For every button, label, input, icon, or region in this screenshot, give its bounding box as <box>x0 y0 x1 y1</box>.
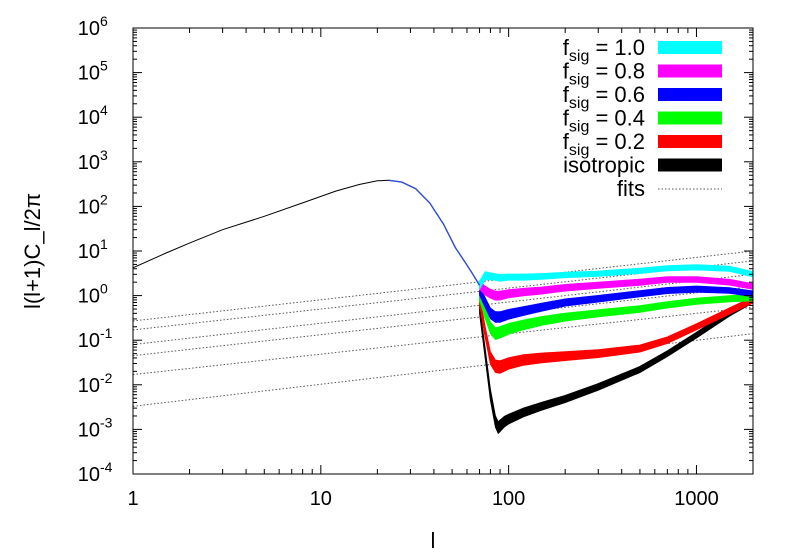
series-band-isotropic <box>479 296 753 435</box>
y-tick-exponent: 3 <box>100 147 108 163</box>
y-tick-label: 10 <box>78 419 100 441</box>
legend-label-main: f <box>563 82 570 107</box>
fit-line-6 <box>133 333 753 407</box>
x-tick-label: 1000 <box>674 488 719 510</box>
y-tick-label: 10 <box>78 18 100 40</box>
y-tick-exponent: 6 <box>100 13 108 29</box>
series-band-fsig-1.0 <box>479 264 753 291</box>
series-band-fsig-0.4 <box>479 290 753 340</box>
series-band-fsig-0.8 <box>479 276 753 301</box>
legend-label-sub: sig <box>569 72 589 89</box>
y-axis-title: l(l+1)C_l/2π <box>20 193 45 309</box>
legend-label-sub: sig <box>569 95 589 112</box>
y-tick-exponent: 4 <box>100 102 108 118</box>
legend-label-fsig1.0: fsig = 1.0 <box>563 35 645 65</box>
y-tick-exponent: -3 <box>100 414 113 430</box>
y-tick-label: 10 <box>78 330 100 352</box>
legend-label-fsig0.4: fsig = 0.4 <box>563 106 645 136</box>
fit-line-4 <box>133 285 753 357</box>
legend-label-main: f <box>563 59 570 84</box>
legend-label-main: f <box>563 129 570 154</box>
series-band-fsig-0.6 <box>479 285 753 323</box>
y-tick-label: 10 <box>78 107 100 129</box>
legend-label-sub: sig <box>569 119 589 136</box>
fit-line-1 <box>133 250 753 322</box>
y-tick-exponent: 5 <box>100 58 108 74</box>
legend-label-main: f <box>563 35 570 60</box>
legend-swatch-isotropic <box>658 158 722 172</box>
y-tick-label: 10 <box>78 63 100 85</box>
fit-line-5 <box>133 306 753 376</box>
legend-swatch-fsig0.2 <box>658 135 722 148</box>
legend-label-value: = 1.0 <box>589 35 645 60</box>
common-curve-overlay <box>388 179 481 286</box>
x-axis-title: l <box>431 528 436 552</box>
y-tick-exponent: 1 <box>100 236 108 252</box>
y-tick-label: 10 <box>78 196 100 218</box>
y-tick-label: 10 <box>78 286 100 308</box>
y-tick-label: 10 <box>78 375 100 397</box>
legend-swatch-fsig0.4 <box>658 111 722 125</box>
legend-label-fsig0.6: fsig = 0.6 <box>563 82 645 112</box>
fit-line-2 <box>133 260 753 331</box>
fit-line-3 <box>133 273 753 346</box>
legend-label-value: = 0.2 <box>589 129 645 154</box>
legend-swatch-fsig0.8 <box>658 64 722 78</box>
axis-ticks <box>132 27 754 475</box>
y-tick-exponent: 0 <box>100 281 108 297</box>
x-tick-label: 1 <box>127 488 138 510</box>
y-tick-exponent: 2 <box>100 191 108 207</box>
y-tick-label: 10 <box>78 152 100 174</box>
legend-label-sub: sig <box>569 48 589 65</box>
legend-label-value: = 0.6 <box>589 82 645 107</box>
common-curve <box>133 179 480 286</box>
data-layer <box>133 179 753 435</box>
legend-label-value: = 0.4 <box>589 106 645 131</box>
y-tick-label: 10 <box>78 241 100 263</box>
legend-label-main: f <box>563 106 570 131</box>
x-tick-label: 100 <box>492 488 525 510</box>
legend-label-fsig0.2: fsig = 0.2 <box>563 129 645 159</box>
y-tick-exponent: -2 <box>100 370 113 386</box>
series-band-fsig-0.2 <box>479 294 753 374</box>
legend-label-sub: sig <box>569 142 589 159</box>
legend-label-fits: fits <box>617 176 645 201</box>
legend-swatch-fsig0.6 <box>658 88 722 101</box>
x-tick-label: 10 <box>310 488 332 510</box>
legend-label-fsig0.8: fsig = 0.8 <box>563 59 645 89</box>
y-tick-exponent: -4 <box>100 459 113 475</box>
y-tick-exponent: -1 <box>100 325 113 341</box>
legend-label-isotropic: isotropic <box>563 153 645 178</box>
legend-label-value: = 0.8 <box>589 59 645 84</box>
y-tick-label: 10 <box>78 464 100 486</box>
legend-swatch-fsig1.0 <box>658 41 722 54</box>
